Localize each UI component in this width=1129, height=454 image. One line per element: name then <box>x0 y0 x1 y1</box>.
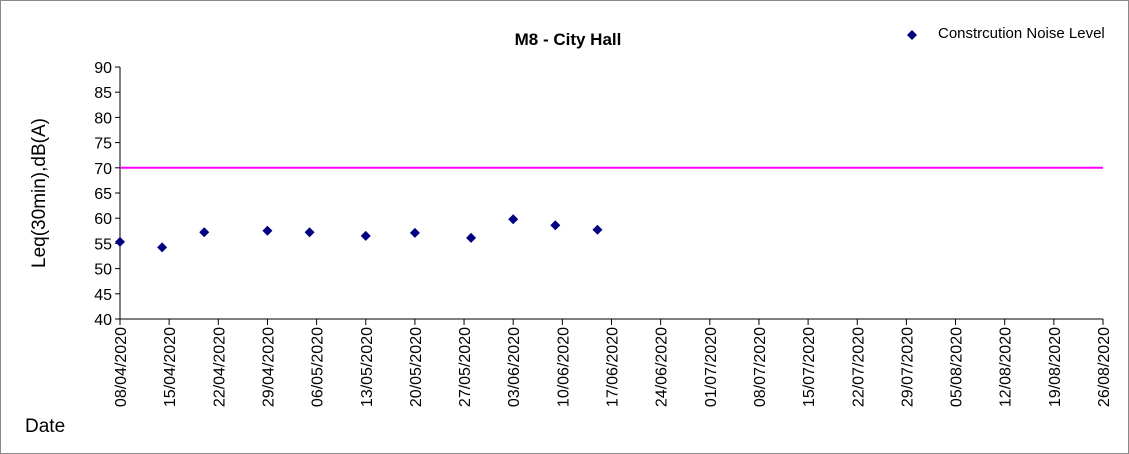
x-tick-label: 24/06/2020 <box>654 327 671 407</box>
x-tick-label: 08/07/2020 <box>752 327 769 407</box>
x-tick-label: 15/07/2020 <box>801 327 818 407</box>
x-tick-label: 08/04/2020 <box>113 327 130 407</box>
x-tick-label: 10/06/2020 <box>555 327 572 407</box>
legend-marker <box>907 30 917 40</box>
data-point <box>304 227 315 238</box>
x-tick-label: 29/07/2020 <box>899 327 916 407</box>
y-tick-label: 50 <box>94 262 112 279</box>
x-tick-label: 27/05/2020 <box>457 327 474 407</box>
x-tick-label: 06/05/2020 <box>310 327 327 407</box>
chart-title: M8 - City Hall <box>515 30 622 49</box>
y-tick-label: 65 <box>94 186 112 203</box>
x-tick-label: 29/04/2020 <box>260 327 277 407</box>
y-tick-label: 40 <box>94 312 112 329</box>
data-point <box>409 227 420 238</box>
y-tick-label: 80 <box>94 110 112 127</box>
data-point <box>115 236 125 247</box>
data-point <box>199 227 210 238</box>
x-tick-label: 13/05/2020 <box>359 327 376 407</box>
y-tick-label: 90 <box>94 60 112 77</box>
data-point <box>508 214 519 225</box>
x-tick-label: 22/07/2020 <box>850 327 867 407</box>
y-tick-label: 85 <box>94 85 112 102</box>
x-tick-label: 01/07/2020 <box>703 327 720 407</box>
y-tick-label: 60 <box>94 211 112 228</box>
y-tick-label: 70 <box>94 161 112 178</box>
x-tick-label: 17/06/2020 <box>605 327 622 407</box>
x-tick-label: 03/06/2020 <box>506 327 523 407</box>
data-point <box>262 225 273 236</box>
x-tick-label: 19/08/2020 <box>1047 327 1064 407</box>
y-axis-label: Leq(30min),dB(A) <box>29 118 50 268</box>
x-tick-label: 26/08/2020 <box>1096 327 1113 407</box>
x-tick-label: 12/08/2020 <box>998 327 1015 407</box>
legend-label: Constrcution Noise Level <box>938 25 1105 42</box>
data-point <box>157 242 168 253</box>
x-tick-label: 15/04/2020 <box>162 327 179 407</box>
data-point <box>360 230 371 241</box>
y-tick-label: 55 <box>94 236 112 253</box>
y-tick-label: 75 <box>94 136 112 153</box>
x-tick-label: 05/08/2020 <box>949 327 966 407</box>
x-axis-label: Date <box>25 416 65 437</box>
data-point <box>550 220 561 231</box>
data-point <box>466 232 477 243</box>
x-tick-label: 20/05/2020 <box>408 327 425 407</box>
data-point <box>592 224 603 235</box>
y-tick-label: 45 <box>94 287 112 304</box>
x-tick-label: 22/04/2020 <box>211 327 228 407</box>
